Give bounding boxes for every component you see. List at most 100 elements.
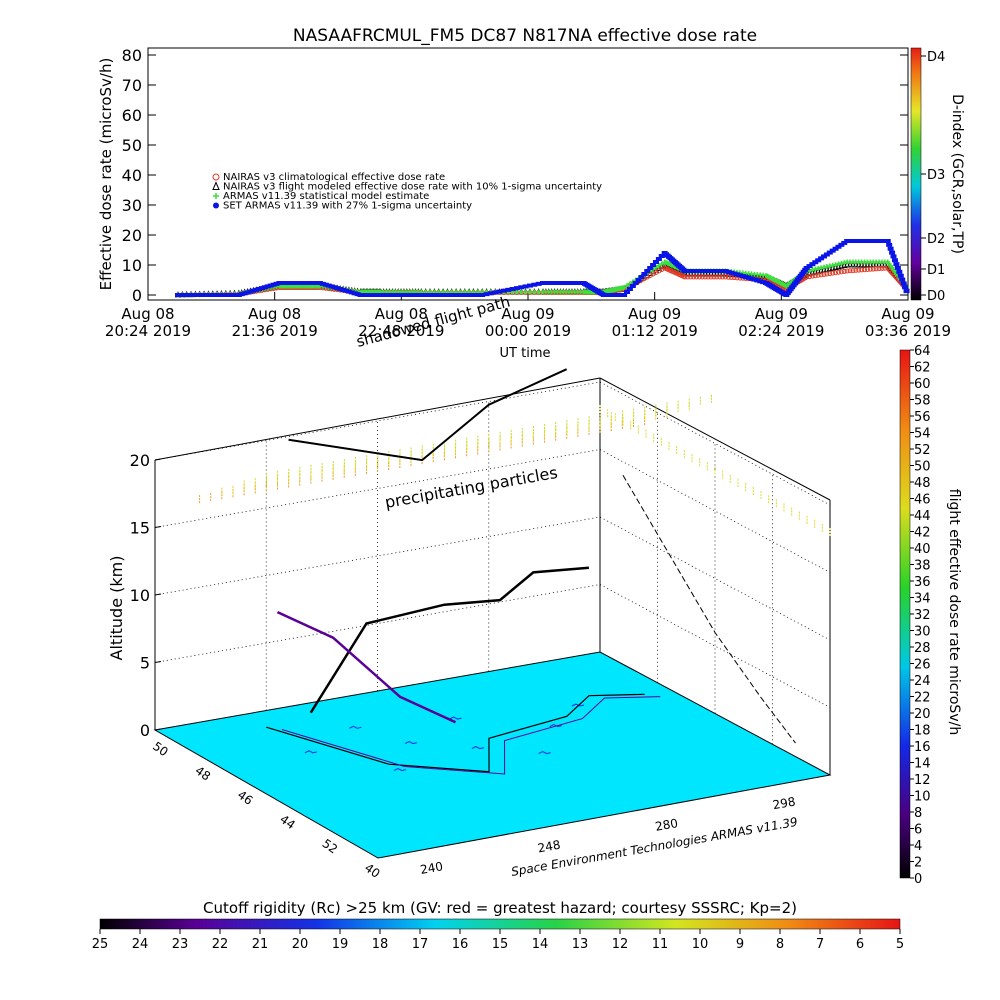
colorbar-tick-label: 32 — [914, 608, 931, 623]
series-point — [853, 267, 859, 273]
colorbar-tick-label: 42 — [914, 526, 931, 541]
legend-marker — [213, 193, 219, 199]
z-tick-mark — [154, 661, 162, 663]
colorbar-tick-label: 14 — [914, 757, 931, 772]
colorbar-tick-label: 44 — [914, 509, 931, 524]
series-point — [867, 266, 873, 272]
colorbar-tick-label: 28 — [914, 641, 931, 656]
x-tick-date: Aug 08 — [121, 305, 174, 323]
series-point — [621, 293, 628, 297]
series-point — [886, 242, 893, 247]
colorbar-tick-label: 24 — [914, 674, 931, 689]
x-tick-time: 20:24 2019 — [105, 322, 191, 340]
series-point — [897, 273, 904, 278]
series-point — [688, 274, 694, 280]
lat-tick-label: 46 — [235, 788, 256, 808]
lat-tick-label: 40 — [362, 861, 383, 881]
rigidity-tick-label: 10 — [692, 937, 709, 952]
series-point — [644, 269, 651, 273]
colorbar-tick-label: 60 — [914, 377, 931, 392]
rigidity-ticks: 25 24 23 22 21 20 19 18 17 16 15 14 13 12 11 10 9 8 7 6 5 — [92, 929, 904, 952]
series-point — [804, 274, 810, 280]
y-tick-label: 10 — [122, 256, 142, 275]
flight-track-ascent — [276, 610, 457, 724]
flight-track — [309, 566, 590, 714]
series-point — [231, 293, 238, 297]
series-point — [192, 293, 199, 297]
series-point — [652, 260, 659, 264]
legend-marker — [213, 202, 219, 209]
series-point — [641, 272, 648, 276]
y-tick-label: 0 — [132, 286, 142, 305]
series-point — [841, 268, 847, 274]
rigidity-tick-label: 18 — [372, 937, 389, 952]
series-point — [474, 293, 481, 297]
rigidity-tick-label: 22 — [212, 937, 229, 952]
3d-box-frame — [154, 377, 831, 775]
series-point — [899, 277, 906, 282]
series-point — [629, 284, 636, 288]
series-point — [513, 286, 520, 291]
series-point — [209, 293, 216, 297]
series-point — [535, 281, 542, 286]
dose-colorbar — [899, 349, 911, 879]
series-point — [873, 266, 879, 272]
floor-contour — [304, 750, 318, 754]
rigidity-tick-label: 23 — [172, 937, 189, 952]
series-point — [638, 275, 645, 279]
y-tick-label: 40 — [122, 166, 142, 185]
series-point — [847, 268, 853, 274]
colorbar-tick-label: 52 — [914, 443, 931, 458]
3d-gridlines — [154, 381, 831, 745]
colorbar-tick-label: 20 — [914, 707, 931, 722]
series-point — [527, 289, 533, 295]
rigidity-tick-label: 6 — [856, 937, 864, 952]
lon-axis: 240 248 280 298 — [419, 794, 797, 877]
rigidity-tick-label: 7 — [816, 937, 824, 952]
series-point — [632, 281, 639, 285]
legend-label: ARMAS v11.39 statistical model estimate — [223, 191, 429, 202]
x-tick-time: 01:12 2019 — [612, 322, 698, 340]
top-y-label: Effective dose rate (microSv/h) — [97, 58, 115, 291]
series-point — [844, 268, 850, 274]
series-point — [647, 266, 654, 270]
d-tick-label: D2 — [927, 232, 945, 247]
x-tick-date: Aug 09 — [628, 305, 681, 323]
top-x-label: UT time — [500, 346, 551, 361]
flight-tracks — [276, 368, 796, 744]
colorbar-tick-label: 62 — [914, 361, 931, 376]
floor-contour — [549, 724, 562, 728]
floor-contour — [393, 768, 407, 772]
colorbar-tick-label: 54 — [914, 427, 931, 442]
lat-tick-label: 44 — [277, 812, 298, 832]
x-tick-time: 03:36 2019 — [865, 322, 951, 340]
series-point — [891, 258, 898, 263]
legend-marker — [212, 173, 220, 181]
colorbar-tick-label: 22 — [914, 691, 931, 706]
colorbar-tick-label: 46 — [914, 493, 931, 508]
series-point — [815, 272, 821, 278]
x-tick-date: Aug 09 — [755, 305, 808, 323]
legend-label: NAIRAS v3 climatological effective dose … — [223, 172, 445, 183]
series-point — [723, 274, 728, 280]
series-point — [466, 293, 473, 297]
z-tick-label: 5 — [140, 654, 150, 673]
series-point — [838, 269, 844, 275]
series-point — [862, 267, 868, 273]
floor-contour — [349, 725, 362, 729]
z-tick-mark — [154, 593, 162, 596]
rigidity-tick-label: 19 — [332, 937, 349, 952]
series-point — [696, 274, 702, 280]
lon-tick-label: 248 — [537, 838, 562, 856]
x-tick-date: Aug 08 — [375, 305, 428, 323]
series-point — [856, 267, 862, 273]
rigidity-tick-label: 12 — [612, 937, 629, 952]
series-point — [884, 239, 891, 243]
floor-contour — [449, 716, 462, 720]
series-point — [821, 271, 827, 277]
series-point — [626, 287, 633, 291]
series-point — [500, 288, 507, 293]
colorbar-tick-label: 0 — [914, 872, 922, 887]
x-tick-time: 21:36 2019 — [232, 322, 318, 340]
z-tick-mark — [154, 458, 162, 461]
